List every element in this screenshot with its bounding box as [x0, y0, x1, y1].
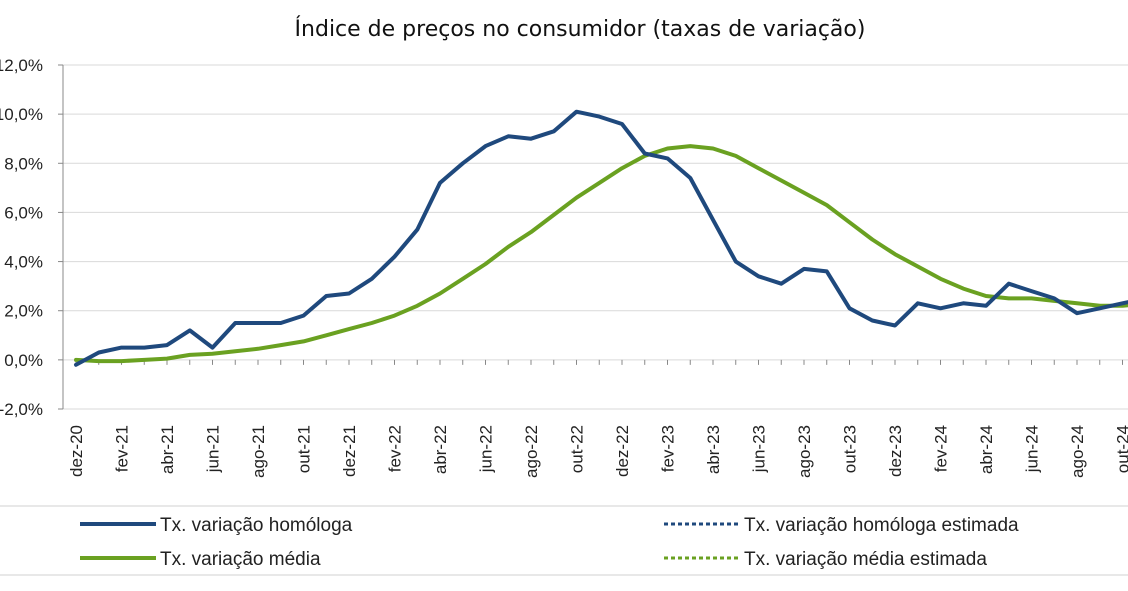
x-tick-label: out-22 [568, 425, 587, 473]
legend-label: Tx. variação homóloga estimada [744, 515, 1019, 536]
x-tick-label: fev-23 [659, 425, 678, 472]
y-tick-label: -2,0% [0, 400, 43, 419]
y-tick-label: 8,0% [4, 154, 43, 173]
grid [63, 64, 1128, 410]
legend-label: Tx. variação homóloga [160, 515, 353, 536]
x-tick-label: jun-22 [477, 425, 496, 473]
x-tick-label: out-23 [841, 425, 860, 473]
y-tick-label: 12,0% [0, 56, 43, 75]
x-tick-label: dez-20 [67, 425, 86, 477]
y-axis: -2,0% 0,0% 2,0% 4,0% 6,0% 8,0% 10,0% 12,0% [0, 56, 64, 419]
y-tick-label: 10,0% [0, 105, 43, 124]
legend: Tx. variação homóloga Tx. variação homólo… [80, 515, 1019, 570]
x-tick-label: abr-22 [431, 425, 450, 474]
x-tick-label: ago-24 [1068, 425, 1087, 478]
x-tick-label: fev-22 [386, 425, 405, 472]
y-tick-label: 4,0% [4, 253, 43, 272]
x-axis: dez-20 fev-21 abr-21 jun-21 ago-21 out-21 dez-… [67, 359, 1128, 478]
x-tick-label: jun-24 [1023, 425, 1042, 473]
x-tick-label: jun-21 [204, 425, 223, 473]
y-tick-label: 6,0% [4, 203, 43, 222]
series-line-tx-variacao-media [74, 144, 1128, 364]
x-tick-label: ago-23 [795, 425, 814, 478]
x-tick-label: ago-21 [249, 425, 268, 478]
x-tick-label: dez-23 [886, 425, 905, 477]
chart-title: Índice de preços no consumidor (taxas de… [295, 16, 866, 42]
x-tick-label: fev-21 [113, 425, 132, 472]
x-tick-label: dez-21 [340, 425, 359, 477]
x-tick-label: dez-22 [613, 425, 632, 477]
series-line-tx-variacao-homologa [74, 109, 1128, 367]
plot-area [74, 109, 1128, 367]
legend-label: Tx. variação média estimada [744, 549, 987, 570]
x-tick-label: fev-24 [932, 425, 951, 472]
x-tick-label: abr-21 [158, 425, 177, 474]
y-tick-label: 0,0% [4, 351, 43, 370]
x-tick-label: abr-24 [977, 425, 996, 474]
x-tick-label: ago-22 [522, 425, 541, 478]
legend-label: Tx. variação média [160, 549, 321, 570]
x-tick-label: abr-23 [704, 425, 723, 474]
x-tick-label: jun-23 [750, 425, 769, 473]
y-tick-label: 2,0% [4, 302, 43, 321]
x-tick-label: out-21 [295, 425, 314, 473]
x-tick-label: out-24 [1114, 425, 1128, 473]
